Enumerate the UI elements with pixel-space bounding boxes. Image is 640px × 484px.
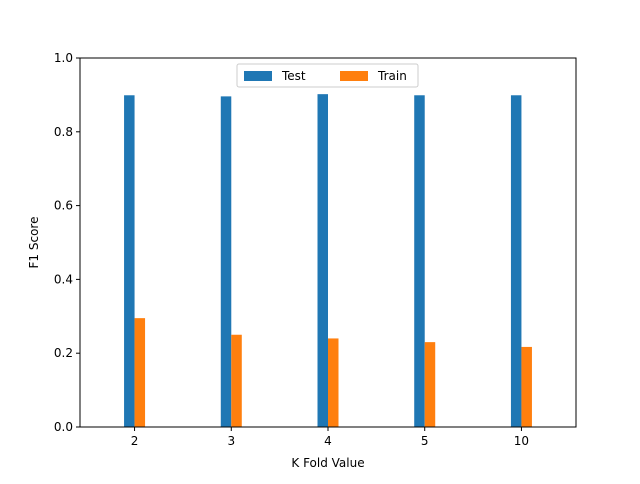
legend-frame [236,63,419,88]
x-tick-label-2: 2 [131,434,139,448]
bar-test-10 [510,95,522,428]
x-tick-label-5: 5 [421,434,429,448]
y-tick-label-0.8: 0.8 [54,125,73,139]
bar-test-5 [414,95,425,428]
y-axis-label: F1 Score [27,217,41,269]
bar-train-3 [231,334,242,427]
legend-swatch-test [244,71,272,81]
bar-test-3 [220,96,232,427]
x-axis-label: K Fold Value [291,456,364,470]
bar-test-4 [317,94,328,428]
y-tick-label-0.2: 0.2 [54,346,73,360]
x-tick-label-3: 3 [227,434,235,448]
bar-train-10 [521,346,532,427]
bar-test-2 [124,95,135,428]
bar-train-4 [328,338,339,427]
y-tick-label-0.6: 0.6 [54,199,73,213]
bar-train-5 [424,342,436,427]
y-axis: 0.0 0.2 0.4 0.6 0.8 1.0 [54,51,80,434]
y-tick-label-1.0: 1.0 [54,51,73,65]
x-axis: 2 3 4 5 10 [131,427,529,448]
legend-label-test: Test [281,69,306,83]
bars-layer [124,94,532,428]
y-tick-label-0.0: 0.0 [54,420,73,434]
x-tick-label-4: 4 [324,434,332,448]
legend-label-train: Train [377,69,407,83]
legend: Test Train [236,63,419,88]
legend-swatch-train [340,71,368,81]
bar-train-2 [134,318,146,427]
x-tick-label-10: 10 [514,434,529,448]
y-tick-label-0.4: 0.4 [54,272,73,286]
